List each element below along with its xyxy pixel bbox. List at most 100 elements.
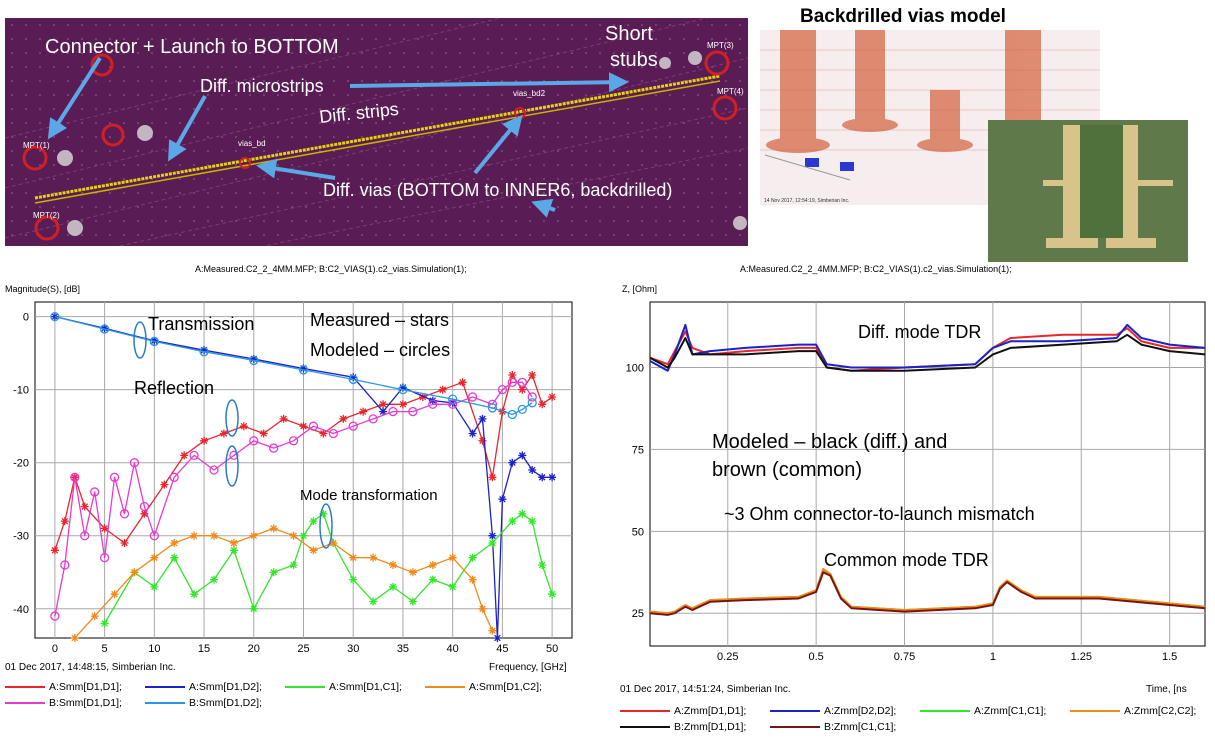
star-marker — [229, 539, 238, 547]
star-marker — [488, 531, 497, 540]
model-timestamp: 14 Nov 2017, 12:54:19, Simberian Inc. — [764, 198, 849, 204]
legend-label: B:Zmm[D1,D1]; — [674, 721, 747, 733]
circle-marker — [368, 414, 378, 424]
circle-marker — [149, 531, 159, 541]
legend-label: B:Zmm[C1,C1]; — [824, 721, 897, 733]
legend-label: A:Zmm[C1,C1]; — [974, 705, 1047, 717]
star-marker — [428, 575, 437, 584]
star-marker — [408, 568, 417, 577]
annotation-measured: Measured – stars — [310, 310, 449, 330]
star-marker — [528, 517, 537, 526]
star-marker — [538, 400, 547, 409]
star-marker — [309, 517, 318, 526]
star-marker — [488, 473, 497, 482]
star-marker — [518, 509, 527, 518]
star-marker — [249, 355, 258, 363]
star-marker — [249, 531, 258, 540]
x-tick-label: 0.5 — [808, 651, 823, 663]
pcb-layout-image: Connector + Launch to BOTTOM Diff. micro… — [5, 18, 748, 246]
star-marker — [160, 480, 169, 489]
legend-label: B:Smm[D1,D2]; — [189, 697, 262, 709]
right-legend-item: A:Zmm[D1,D1]; — [620, 705, 770, 717]
star-marker — [379, 400, 388, 409]
circle-marker — [448, 399, 458, 409]
star-marker — [428, 561, 437, 569]
y-tick-label: 25 — [632, 608, 644, 620]
x-tick-label: 45 — [496, 643, 508, 655]
y-tick-label: -30 — [13, 531, 29, 543]
circle-marker — [298, 365, 309, 375]
left-chart-footer: 01 Dec 2017, 14:48:15, Simberian Inc. — [5, 662, 176, 673]
legend-swatch — [770, 726, 820, 728]
annotation-mode-transformation: Mode transformation — [300, 487, 438, 504]
star-marker — [130, 568, 139, 577]
star-marker — [319, 429, 328, 438]
circle-marker — [249, 355, 259, 366]
circle-marker — [99, 553, 110, 563]
legend-swatch — [5, 686, 45, 688]
annotation-common-tdr: Common mode TDR — [824, 550, 989, 570]
y-tick-label: -20 — [13, 458, 29, 470]
star-marker — [468, 575, 477, 584]
star-marker — [398, 383, 407, 392]
pcb-label-microstrips: Diff. microstrips — [200, 76, 324, 96]
star-marker — [269, 524, 278, 533]
star-marker — [120, 539, 129, 547]
star-marker — [458, 378, 467, 387]
model-title: Backdrilled vias model — [800, 6, 1006, 27]
annotation-diff-tdr: Diff. mode TDR — [858, 322, 981, 342]
legend-label: A:Smm[D1,C2]; — [469, 681, 542, 693]
y-tick-label: -10 — [13, 385, 29, 397]
star-marker — [478, 414, 487, 423]
x-tick-label: 1 — [990, 651, 996, 663]
series-line — [649, 323, 1206, 372]
star-marker — [538, 473, 547, 482]
star-marker — [319, 509, 328, 518]
highlight-ellipse — [225, 399, 239, 437]
y-tick-label: -40 — [13, 604, 29, 616]
star-marker — [548, 393, 557, 401]
pcb-label-mpt3: MPT(3) — [707, 41, 734, 50]
circle-marker — [328, 428, 338, 439]
plot-area — [649, 301, 1206, 647]
pcb-label-short: Short — [605, 23, 653, 45]
star-marker — [140, 509, 149, 518]
highlight-ellipse — [319, 503, 333, 549]
star-marker — [70, 634, 79, 642]
star-marker — [210, 531, 218, 540]
star-marker — [289, 531, 298, 540]
star-marker — [438, 385, 447, 394]
circle-marker — [119, 509, 130, 519]
star-marker — [478, 436, 487, 445]
s-parameter-chart: 0 5 10 15 20 25 30 35 40 45 50 0 -10 -20 -30 -40 Transmi… — [13, 301, 573, 655]
x-tick-label: 0.25 — [717, 651, 738, 663]
star-marker — [389, 561, 397, 569]
star-marker — [349, 553, 358, 562]
circle-marker — [149, 336, 159, 347]
star-marker — [289, 561, 298, 569]
star-marker — [518, 451, 527, 460]
star-marker — [269, 568, 278, 577]
star-marker — [50, 546, 59, 555]
x-tick-label: 50 — [546, 643, 558, 655]
star-marker — [219, 429, 228, 438]
x-tick-label: 5 — [102, 643, 108, 655]
series-line — [649, 571, 1206, 616]
legend-swatch — [920, 710, 970, 712]
circle-marker — [527, 398, 537, 408]
circle-marker — [229, 450, 239, 461]
legend-swatch — [145, 702, 185, 704]
annotation-mismatch: ~3 Ohm connector-to-launch mismatch — [724, 504, 1035, 524]
circle-marker — [90, 487, 100, 497]
x-tick-label: 40 — [447, 643, 459, 655]
left-legend-item: A:Smm[D1,D2]; — [145, 681, 285, 693]
circle-marker — [269, 443, 279, 453]
legend-label: A:Smm[D1,D2]; — [189, 681, 262, 693]
star-marker — [100, 619, 109, 628]
x-tick-label: 10 — [148, 643, 160, 655]
right-chart-footer: 01 Dec 2017, 14:51:24, Simberian Inc. — [620, 684, 791, 695]
star-marker — [299, 422, 308, 431]
circle-marker — [388, 406, 398, 417]
annotation-modeled-line2: brown (common) — [712, 459, 862, 481]
via-pads — [22, 50, 747, 241]
